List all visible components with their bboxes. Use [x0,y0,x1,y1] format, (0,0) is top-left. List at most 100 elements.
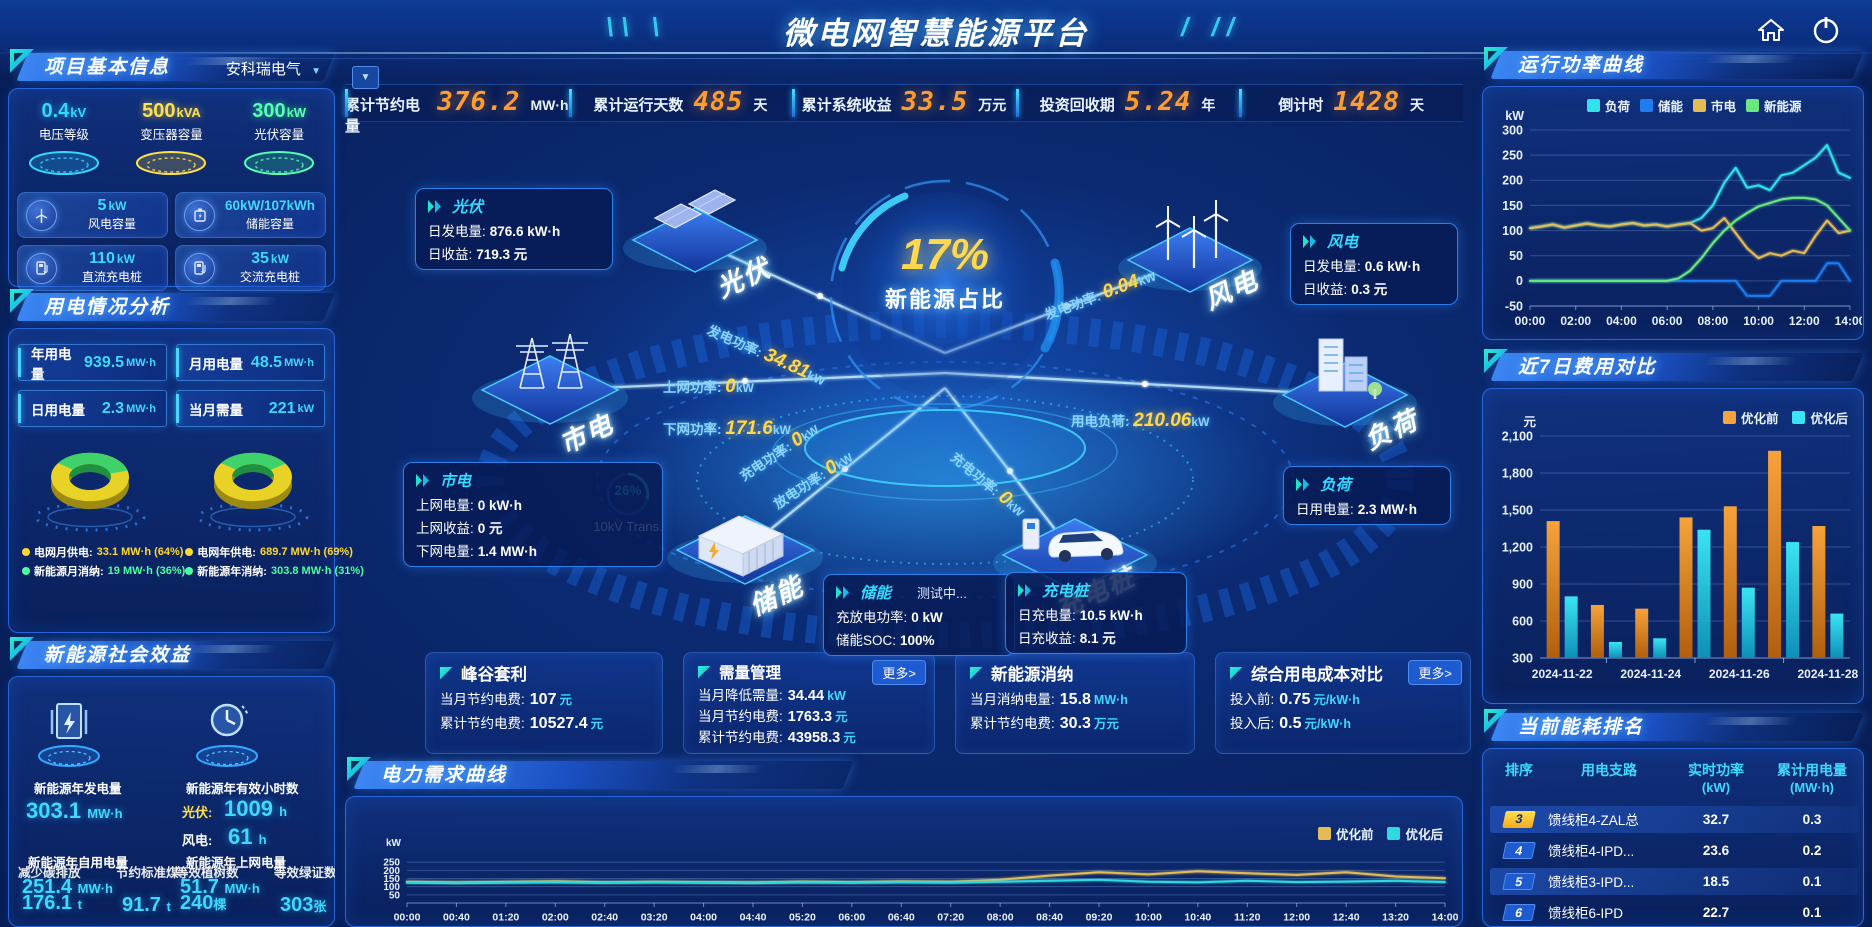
corner-icon [698,665,711,679]
company-select[interactable]: 安科瑞电气 ▼ [225,61,321,78]
stat-day-usage: 日用电量 2.3 MW·h [18,390,167,427]
svg-text:04:00: 04:00 [690,912,717,924]
svg-text:08:00: 08:00 [1698,314,1729,328]
node-load[interactable] [1273,338,1417,428]
branch-name: 馈线柜4-ZAL总 [1548,813,1639,829]
legend-item[interactable]: 新能源 [1746,96,1802,115]
legend-item[interactable]: 优化后 [1387,824,1443,843]
card-ac-charger: 35 kW 交流充电桩 [175,245,326,291]
battery-container-icon [697,515,785,577]
page-title: 微电网智慧能源平台 [783,16,1089,51]
donut-year-chart[interactable] [178,433,328,542]
legend-item[interactable]: 优化前 [1722,408,1778,427]
infobox-pv: 光伏 日发电量: 876.6 kW·h 日收益: 719.3 元 [415,188,613,270]
stat-month-usage: 月用电量 48.5 MW·h [176,344,325,381]
panel-title: 电力需求曲线 [381,765,508,786]
flow-load-power: 用电负荷: 210.06kW [1071,410,1210,431]
svg-text:11:20: 11:20 [1234,912,1260,924]
battery-icon [184,199,215,231]
collapse-button[interactable]: ▼ [352,66,379,89]
legend-item[interactable]: 电网年供电: 689.7 MW·h (69%) [185,544,364,560]
legend-item[interactable]: 新能源月消纳: 19 MW·h (36%) [22,563,185,579]
panel-title: 运行功率曲线 [1518,55,1645,76]
realtime-power: 18.5 [1702,873,1730,889]
total-energy: 0.1 [1802,873,1822,889]
svg-text:10:00: 10:00 [1135,912,1162,924]
kpi-countdown: 倒计时 1428 天 [1239,85,1463,121]
power-icon[interactable] [1810,14,1842,46]
svg-text:09:20: 09:20 [1086,912,1113,924]
card-dc-charger: 110 kW 直流充电桩 [17,245,168,291]
ranking-row[interactable]: 3 馈线柜4-ZAL总 32.7 0.3 [1490,805,1858,833]
svg-text:2024-11-28: 2024-11-28 [1797,667,1858,681]
test-status-badge: 测试中... [917,585,967,601]
cost-chart[interactable]: 2,100 1,800 1,500 1,200 900 600 300 元 2024-11-22… [1484,392,1862,709]
legend-item[interactable]: 新能源年消纳: 303.8 MW·h (31%) [185,563,364,579]
demand-legend: 优化前 优化后 [1317,824,1443,843]
chevron-down-icon: ▼ [311,66,321,77]
svg-text:-50: -50 [1505,299,1523,313]
flow-grid-import: 下网功率: 171.6kW [663,418,791,439]
svg-text:300: 300 [1502,123,1523,137]
legend-item[interactable]: 储能 [1640,96,1683,115]
svg-text:01:20: 01:20 [492,912,519,924]
donut-month-chart[interactable] [15,433,165,542]
panel-title: 近7日费用对比 [1518,357,1657,378]
legend-item[interactable]: 电网月供电: 33.1 MW·h (64%) [22,544,185,560]
svg-text:kW: kW [1505,109,1524,123]
charging-pile-icon [26,252,57,284]
panel-title: 用电情况分析 [44,297,171,318]
double-chevron-icon [416,473,429,487]
branch-name: 馈线柜3-IPD... [1548,875,1635,891]
node-grid[interactable] [472,333,628,425]
panel-usage-analysis: 用电情况分析 年用电量 939.5 MW·h 月用电量 48.5 MW·h 日用电量 2.… [8,289,364,633]
more-button[interactable]: 更多> [1408,660,1462,685]
ranking-row[interactable]: 5 馈线柜3-IPD... 18.5 0.1 [1490,867,1858,895]
branch-name: 馈线柜4-IPD... [1548,844,1635,860]
stat-month-demand: 当月需量 221 kW [176,390,325,427]
pedestal-base-icon [28,151,99,175]
infobox-load: 负荷 日用电量: 2.3 MW·h [1283,466,1451,525]
power-legend: 负荷 储能 市电 新能源 [1587,96,1802,115]
mini-kpi-row: 峰谷套利 当月节约电费: 107 元 累计节约电费: 10527.4 元 需量管理 更多… [345,652,1471,754]
legend-item[interactable]: 市电 [1693,96,1736,115]
node-wind[interactable] [1118,200,1262,293]
clock-pedestal-icon [196,703,258,767]
kpi-stats-bar: 累计节约电量 376.2 MW·h 累计运行天数 485 天 累计系统收益 33… [345,84,1463,135]
svg-text:05:20: 05:20 [789,912,816,924]
svg-text:1,200: 1,200 [1502,541,1533,555]
svg-text:03:20: 03:20 [641,912,668,924]
legend-item[interactable]: 负荷 [1587,96,1630,115]
corner-icon [970,666,983,680]
svg-text:04:40: 04:40 [740,912,767,924]
header-deco-right-icon: / // [1181,12,1242,42]
more-button[interactable]: 更多> [872,660,926,685]
infobox-wind: 风电 日发电量: 0.6 kW·h 日收益: 0.3 元 [1290,223,1458,305]
ranking-row[interactable]: 4 馈线柜4-IPD... 23.6 0.2 [1490,837,1858,864]
corner-icon [440,666,453,680]
panel-social-benefits: 新能源社会效益 新能源年发电量 303.1 MW·h 新能源年自用电量 减少碳排… [8,637,335,927]
svg-text:14:00: 14:00 [1835,314,1862,328]
svg-text:200: 200 [1502,174,1523,188]
ranking-row[interactable]: 6 馈线柜6-IPD 22.7 0.1 [1490,899,1858,926]
infobox-grid: 市电 上网电量: 0 kW·h 上网收益: 0 元 下网电量: 1.4 MW·h [403,462,663,567]
power-chart[interactable]: 300 250 200 150 100 50 0 -50 kW 00:00 02:00 04:00 06… [1484,90,1866,341]
node-storage[interactable] [667,515,823,585]
svg-text:06:00: 06:00 [838,912,865,924]
pedestal-base-icon [136,151,207,175]
legend-item[interactable]: 优化后 [1792,408,1848,427]
diagram-canvas [472,179,1417,648]
flow-grid-export: 上网功率: 0kW [663,376,754,397]
home-icon[interactable] [1756,15,1786,45]
svg-text:元: 元 [1523,415,1536,429]
svg-text:600: 600 [1512,615,1533,629]
total-energy: 0.3 [1802,811,1822,827]
panel-title: 新能源社会效益 [44,645,192,666]
node-pv[interactable] [623,189,767,273]
demand-chart[interactable]: 250 200 150 100 50 kW 00:00 00:40 01:20 02:00 02:4… [349,796,1459,927]
mini-cost-compare: 综合用电成本对比 更多> 投入前: 0.75 元/kW·h 投入后: 0.5 元/kW·… [1215,652,1471,754]
panel-title: 项目基本信息 [44,57,171,78]
corner-icon [1230,666,1243,680]
renewable-share-label: 新能源占比 [884,287,1005,312]
legend-item[interactable]: 优化前 [1317,824,1373,843]
